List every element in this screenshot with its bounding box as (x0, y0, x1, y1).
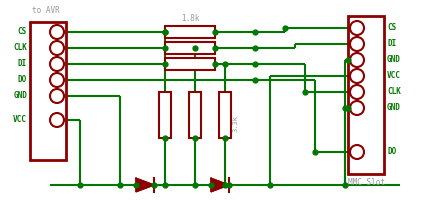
Text: VCC: VCC (387, 71, 401, 81)
Text: CLK: CLK (387, 87, 401, 97)
Text: DI: DI (387, 40, 396, 49)
Text: MMC Slot: MMC Slot (348, 178, 385, 187)
Text: 3.3k: 3.3k (233, 114, 239, 132)
Text: CLK: CLK (13, 43, 27, 52)
Polygon shape (211, 178, 229, 192)
Text: GND: GND (387, 103, 401, 113)
Text: DO: DO (387, 148, 396, 157)
Text: CS: CS (387, 24, 396, 32)
Bar (165, 58, 215, 70)
Bar (189, 92, 201, 138)
Text: GND: GND (387, 56, 401, 65)
Bar (165, 42, 215, 54)
Bar (30, 22, 66, 160)
Text: DI: DI (18, 59, 27, 68)
Text: 1.8k: 1.8k (181, 14, 199, 23)
Text: to AVR: to AVR (32, 6, 60, 15)
Bar (219, 92, 231, 138)
Bar (159, 92, 171, 138)
Bar (165, 26, 215, 38)
Text: GND: GND (13, 92, 27, 100)
Bar (348, 16, 384, 174)
Text: CS: CS (18, 27, 27, 37)
Polygon shape (136, 178, 154, 192)
Text: DO: DO (18, 76, 27, 84)
Text: VCC: VCC (13, 116, 27, 124)
